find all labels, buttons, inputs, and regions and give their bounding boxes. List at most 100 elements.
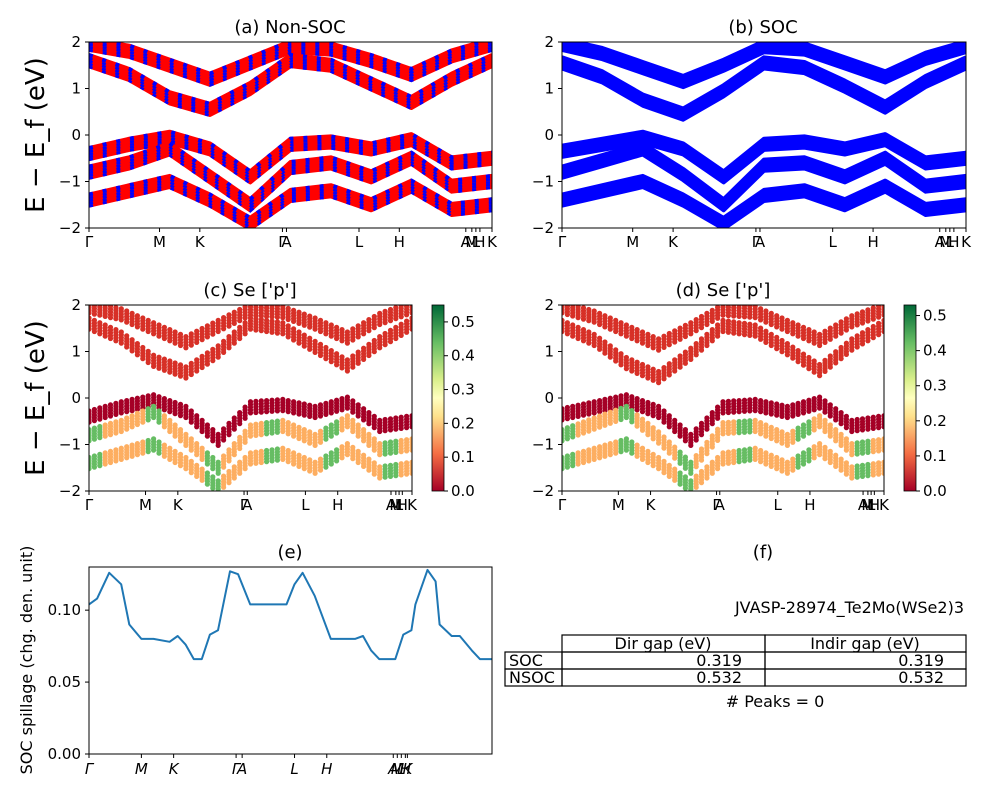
band-point xyxy=(156,408,162,414)
band-point xyxy=(634,396,640,402)
y-tick-label: 2 xyxy=(544,296,554,314)
x-tick-label: H xyxy=(867,233,878,251)
band-point xyxy=(806,397,812,403)
band-point xyxy=(350,444,356,450)
band-point xyxy=(688,431,694,437)
band-line xyxy=(562,135,966,179)
band-point xyxy=(280,305,286,309)
band-point xyxy=(393,324,399,330)
band-point xyxy=(645,364,651,370)
band-point xyxy=(140,408,146,414)
band-point xyxy=(221,453,227,459)
band-point xyxy=(285,398,291,404)
band-point xyxy=(291,307,297,313)
band-point xyxy=(790,456,796,462)
band-point xyxy=(118,399,124,405)
band-point xyxy=(312,315,318,321)
band-point xyxy=(118,445,124,451)
band-point xyxy=(736,418,742,425)
band-point xyxy=(237,324,243,330)
band-point xyxy=(843,340,850,346)
band-point xyxy=(89,408,92,414)
band-point xyxy=(301,454,307,461)
band-point xyxy=(693,453,699,459)
band-point xyxy=(784,341,791,347)
band-point xyxy=(404,437,410,443)
band-line xyxy=(562,63,966,119)
band-point xyxy=(779,429,785,435)
band-point xyxy=(312,431,318,437)
band-point xyxy=(849,441,855,447)
band-point xyxy=(89,315,92,321)
band-point xyxy=(221,426,227,432)
band-point xyxy=(682,349,689,355)
band-point xyxy=(102,422,108,428)
band-point xyxy=(790,344,796,350)
band-point xyxy=(666,439,672,445)
band-line-overlay xyxy=(89,61,492,115)
band-point xyxy=(747,397,753,403)
band-point xyxy=(736,398,742,404)
band-point xyxy=(97,305,103,307)
band-point xyxy=(344,394,350,400)
band-line xyxy=(562,129,966,174)
band-point xyxy=(188,458,194,464)
material-id: JVASP-28974_Te2Mo(WSe2)3 xyxy=(734,598,964,618)
x-tick-label: M xyxy=(939,233,952,251)
x-tick-label: K xyxy=(879,496,890,514)
y-tick-label: −2 xyxy=(59,482,81,500)
band-point xyxy=(672,357,678,363)
band-point xyxy=(366,410,372,416)
band-point xyxy=(849,417,855,423)
band-point xyxy=(704,331,710,337)
x-tick-label: H xyxy=(332,496,343,514)
band-point xyxy=(188,436,194,442)
band-point xyxy=(231,329,237,335)
band-line-overlay xyxy=(89,42,492,82)
band-point xyxy=(301,311,307,317)
band-point xyxy=(677,470,683,476)
table-header-dir: Dir gap (eV) xyxy=(615,634,712,653)
band-point xyxy=(291,326,297,332)
band-point xyxy=(650,451,656,457)
band-point xyxy=(720,305,726,307)
colorbar-tick-label: 0.5 xyxy=(923,307,947,325)
band-point xyxy=(285,305,291,311)
band-point xyxy=(404,305,409,307)
band-point xyxy=(177,331,184,337)
band-point xyxy=(736,320,742,326)
band-point xyxy=(118,329,124,335)
band-point xyxy=(377,310,383,316)
band-point xyxy=(366,317,372,323)
band-point xyxy=(613,317,619,323)
x-tick-label: A xyxy=(236,760,247,778)
colorbar xyxy=(903,304,917,492)
band-point xyxy=(296,400,302,406)
band-point xyxy=(151,352,157,358)
band-point xyxy=(177,401,184,407)
band-point xyxy=(118,417,124,423)
band-point xyxy=(242,454,248,461)
band-point xyxy=(843,436,850,442)
band-point xyxy=(355,323,361,329)
y-tick-label: −1 xyxy=(532,436,554,454)
band-point xyxy=(334,351,340,357)
band-point xyxy=(639,398,646,404)
band-point xyxy=(731,419,737,425)
y-tick-label: −2 xyxy=(59,219,81,237)
band-point xyxy=(731,305,737,308)
y-tick-label: 2 xyxy=(71,33,81,51)
band-point xyxy=(656,454,662,461)
band-point xyxy=(650,334,656,340)
band-point xyxy=(377,464,383,470)
band-point xyxy=(102,403,108,409)
band-point xyxy=(134,341,140,347)
band-point xyxy=(312,459,318,465)
band-point xyxy=(167,327,173,333)
band-point xyxy=(167,445,173,451)
band-point xyxy=(833,322,839,328)
band-point xyxy=(741,447,748,453)
band-point xyxy=(817,394,823,400)
band-point xyxy=(161,324,167,330)
